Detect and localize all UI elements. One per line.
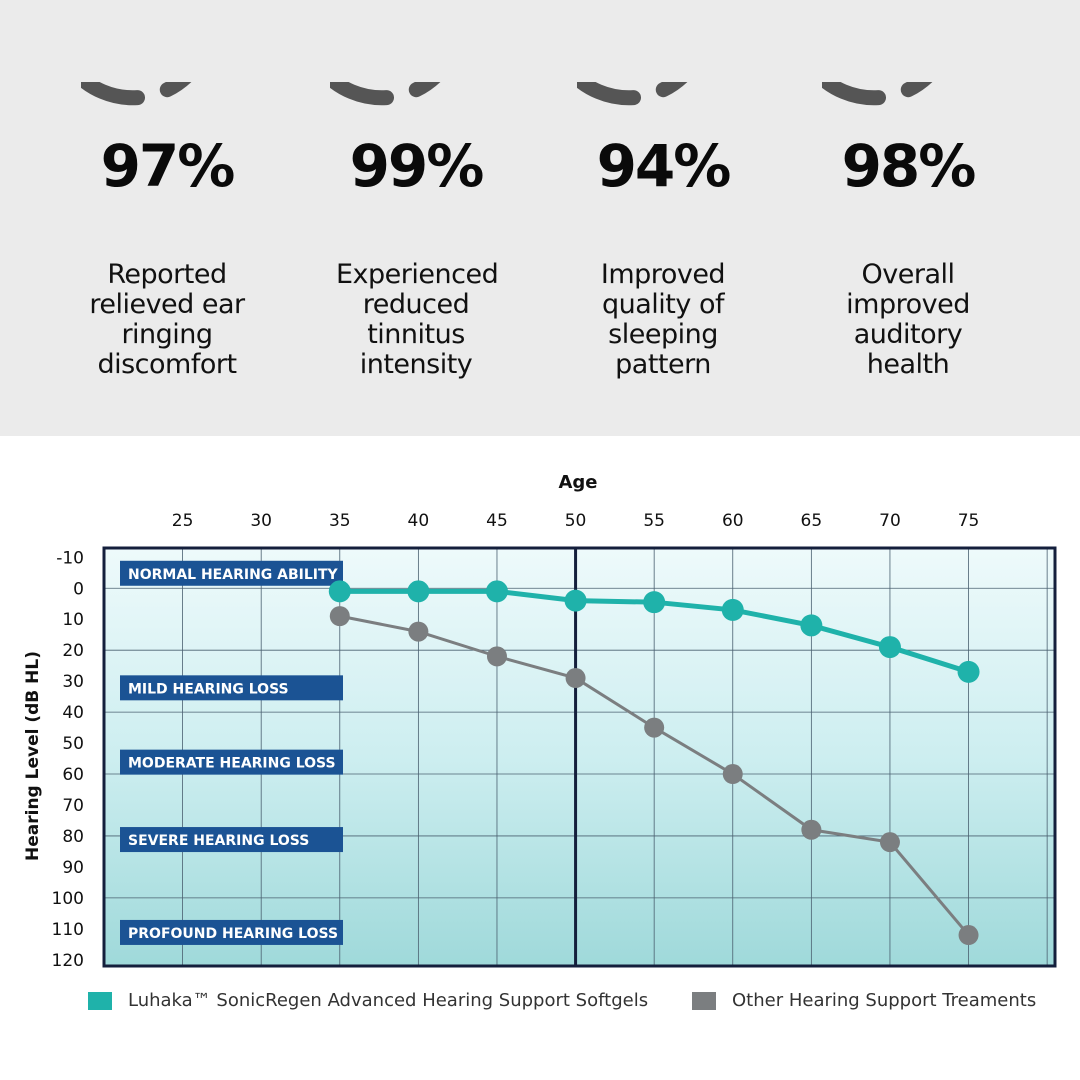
y-tick-label: -10 [56, 548, 84, 568]
data-point [801, 819, 822, 840]
progress-ring: 99% [330, 82, 502, 254]
band-label-box [120, 749, 343, 775]
stat-label: Experienced reduced tinnitus intensity [336, 259, 499, 380]
x-tick-label: 35 [329, 511, 351, 531]
band-label: PROFOUND HEARING LOSS [128, 926, 338, 942]
y-tick-label: 60 [62, 765, 84, 785]
stat-label: Overall improved auditory health [846, 259, 970, 380]
plot-frame [102, 546, 1057, 968]
data-point [486, 646, 507, 667]
stat-value: 94% [596, 132, 732, 200]
data-point [722, 764, 743, 785]
x-tick-label: 65 [801, 511, 823, 531]
data-point [644, 717, 665, 738]
x-tick-label: 50 [565, 511, 587, 531]
x-tick-label: 25 [172, 511, 194, 531]
y-tick-label: 110 [52, 920, 84, 940]
stat-4: 98% Overall improved auditory health [788, 82, 1028, 380]
stat-2: 99% Experienced reduced tinnitus intensi… [296, 82, 536, 380]
data-point [957, 660, 980, 683]
y-tick-label: 80 [62, 827, 84, 847]
data-point [564, 589, 587, 612]
y-tick-label: 20 [62, 641, 84, 661]
data-point [878, 636, 901, 659]
stat-label: Reported relieved ear ringing discomfort [89, 259, 245, 380]
data-point [407, 580, 430, 603]
x-tick-label: 75 [958, 511, 980, 531]
y-tick-label: 70 [62, 796, 84, 816]
stat-label: Improved quality of sleeping pattern [600, 259, 726, 380]
y-tick-label: 50 [62, 734, 84, 754]
x-tick-label: 55 [643, 511, 665, 531]
y-tick-label: 30 [62, 672, 84, 692]
band-label: MILD HEARING LOSS [128, 681, 289, 697]
progress-ring: 94% [577, 82, 749, 254]
stat-value: 98% [841, 132, 977, 200]
legend-label: Luhaka™ SonicRegen Advanced Hearing Supp… [128, 990, 649, 1011]
y-tick-label: 40 [62, 703, 84, 723]
x-tick-label: 60 [722, 511, 744, 531]
data-point [565, 668, 586, 689]
data-point [485, 580, 508, 603]
legend-item-other: Other Hearing Support Treaments [692, 990, 1036, 1011]
progress-ring: 97% [81, 82, 253, 254]
y-tick-label: 10 [62, 610, 84, 630]
legend-swatch [88, 991, 112, 1010]
data-point [879, 832, 900, 853]
x-axis-title: Age [558, 472, 597, 493]
band-label-box [120, 675, 343, 701]
data-point [958, 925, 979, 946]
data-point [643, 591, 666, 614]
y-axis-title: Hearing Level (dB HL) [23, 651, 43, 861]
data-point [721, 598, 744, 621]
x-tick-label: 45 [486, 511, 508, 531]
stat-value: 99% [349, 132, 485, 200]
x-tick-label: 40 [408, 511, 430, 531]
hearing-chart: Age Hearing Level (dB HL) 25 30 35 40 45 50 55… [23, 472, 1057, 971]
stat-3: 94% Improved quality of sleeping pattern [543, 82, 783, 380]
legend-item-luhaka: Luhaka™ SonicRegen Advanced Hearing Supp… [88, 990, 648, 1011]
stats-panel: 97% Reported relieved ear ringing discom… [0, 0, 1080, 436]
legend-label: Other Hearing Support Treaments [732, 990, 1037, 1011]
stat-1: 97% Reported relieved ear ringing discom… [47, 82, 287, 380]
y-tick-label: 120 [52, 951, 84, 971]
stat-value: 97% [100, 132, 236, 200]
data-point [408, 621, 429, 642]
band-label-box [120, 919, 343, 945]
band-label: SEVERE HEARING LOSS [128, 833, 309, 849]
data-point [800, 614, 823, 637]
y-tick-label: 100 [52, 889, 84, 909]
y-tick-label: 0 [73, 579, 84, 599]
legend-swatch [692, 991, 716, 1010]
band-label: NORMAL HEARING ABILITY [128, 567, 339, 583]
y-tick-label: 90 [62, 858, 84, 878]
data-point [328, 580, 351, 603]
band-label-box [120, 560, 343, 586]
band-label-box [120, 827, 343, 853]
data-point [329, 606, 350, 627]
band-label: MODERATE HEARING LOSS [128, 756, 336, 772]
x-tick-label: 70 [879, 511, 901, 531]
progress-ring: 98% [822, 82, 994, 254]
x-tick-label: 30 [250, 511, 272, 531]
